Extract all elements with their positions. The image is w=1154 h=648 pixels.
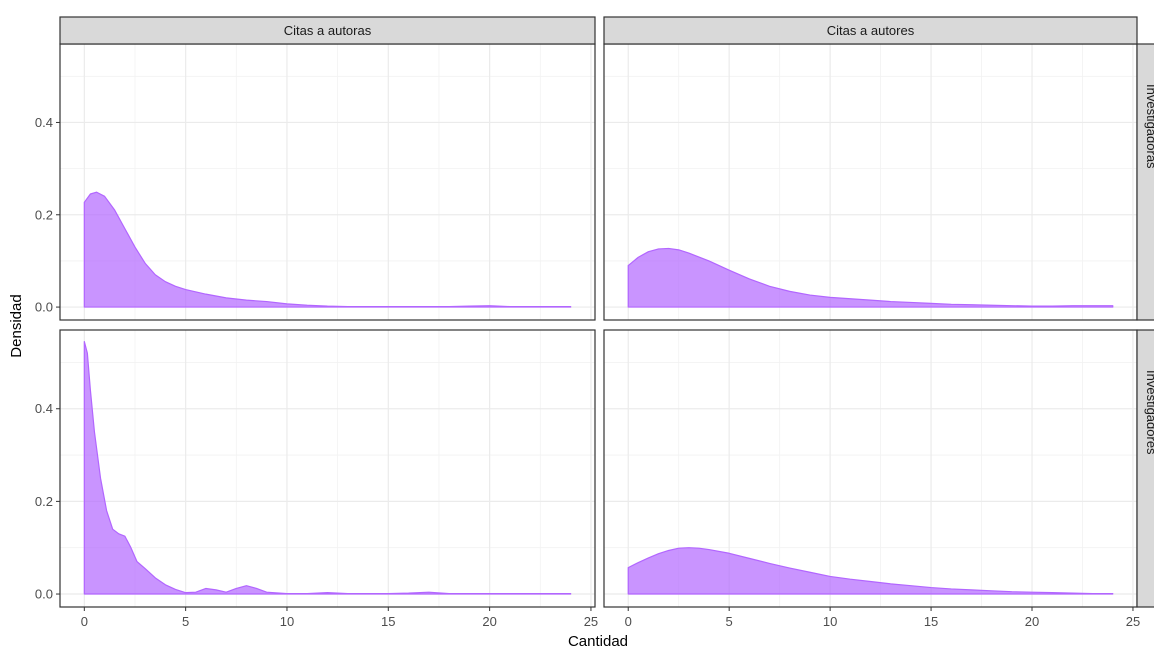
x-tick-label: 0 [625,614,632,629]
x-tick-label: 15 [381,614,395,629]
y-tick-label: 0.4 [35,401,53,416]
density-area [627,547,1114,595]
x-tick-label: 10 [823,614,837,629]
panel-citas-a-autoras-investigadores [59,329,596,608]
y-tick-label: 0.0 [35,587,53,602]
panel-background [60,330,595,607]
strip-citas-a-autores [603,16,1138,45]
density-area [83,191,572,308]
strip-investigadores [1136,329,1154,608]
x-tick-label: 25 [584,614,598,629]
panel-border [59,329,596,608]
y-tick-label: 0.2 [35,207,53,222]
panels-layer [59,43,1138,608]
x-tick-label: 5 [182,614,189,629]
strips-layer: Citas a autoras Citas a autores Investigad… [59,16,1154,608]
panel-citas-a-autores-investigadoras [603,43,1138,321]
x-tick-label: 20 [1025,614,1039,629]
strip-citas-a-autoras [59,16,596,45]
strip-label-citas-a-autoras: Citas a autoras [284,23,372,38]
x-tick-label: 0 [81,614,88,629]
x-tick-label: 15 [924,614,938,629]
strip-investigadoras [1136,43,1154,321]
x-tick-label: 5 [726,614,733,629]
x-tick-label: 25 [1126,614,1140,629]
y-tick-label: 0.0 [35,300,53,315]
density-area [83,340,572,595]
x-tick-label: 20 [482,614,496,629]
axes-layer: 0.0 0.2 0.4 0 5 10 15 20 25 0.0 0.2 0.4 0 5 10 15 20 25 [35,115,1140,629]
x-axis-title: Cantidad [568,633,628,648]
y-tick-label: 0.4 [35,115,53,130]
y-axis-title: Densidad [8,294,25,357]
strip-label-investigadores: Investigadores [1144,370,1154,455]
panel-citas-a-autoras-investigadoras [59,43,596,321]
x-tick-label: 10 [280,614,294,629]
panel-citas-a-autores-investigadores [603,329,1138,608]
strip-label-citas-a-autores: Citas a autores [827,23,915,38]
density-area [627,247,1114,308]
y-tick-label: 0.2 [35,494,53,509]
strip-label-investigadoras: Investigadoras [1144,84,1154,169]
